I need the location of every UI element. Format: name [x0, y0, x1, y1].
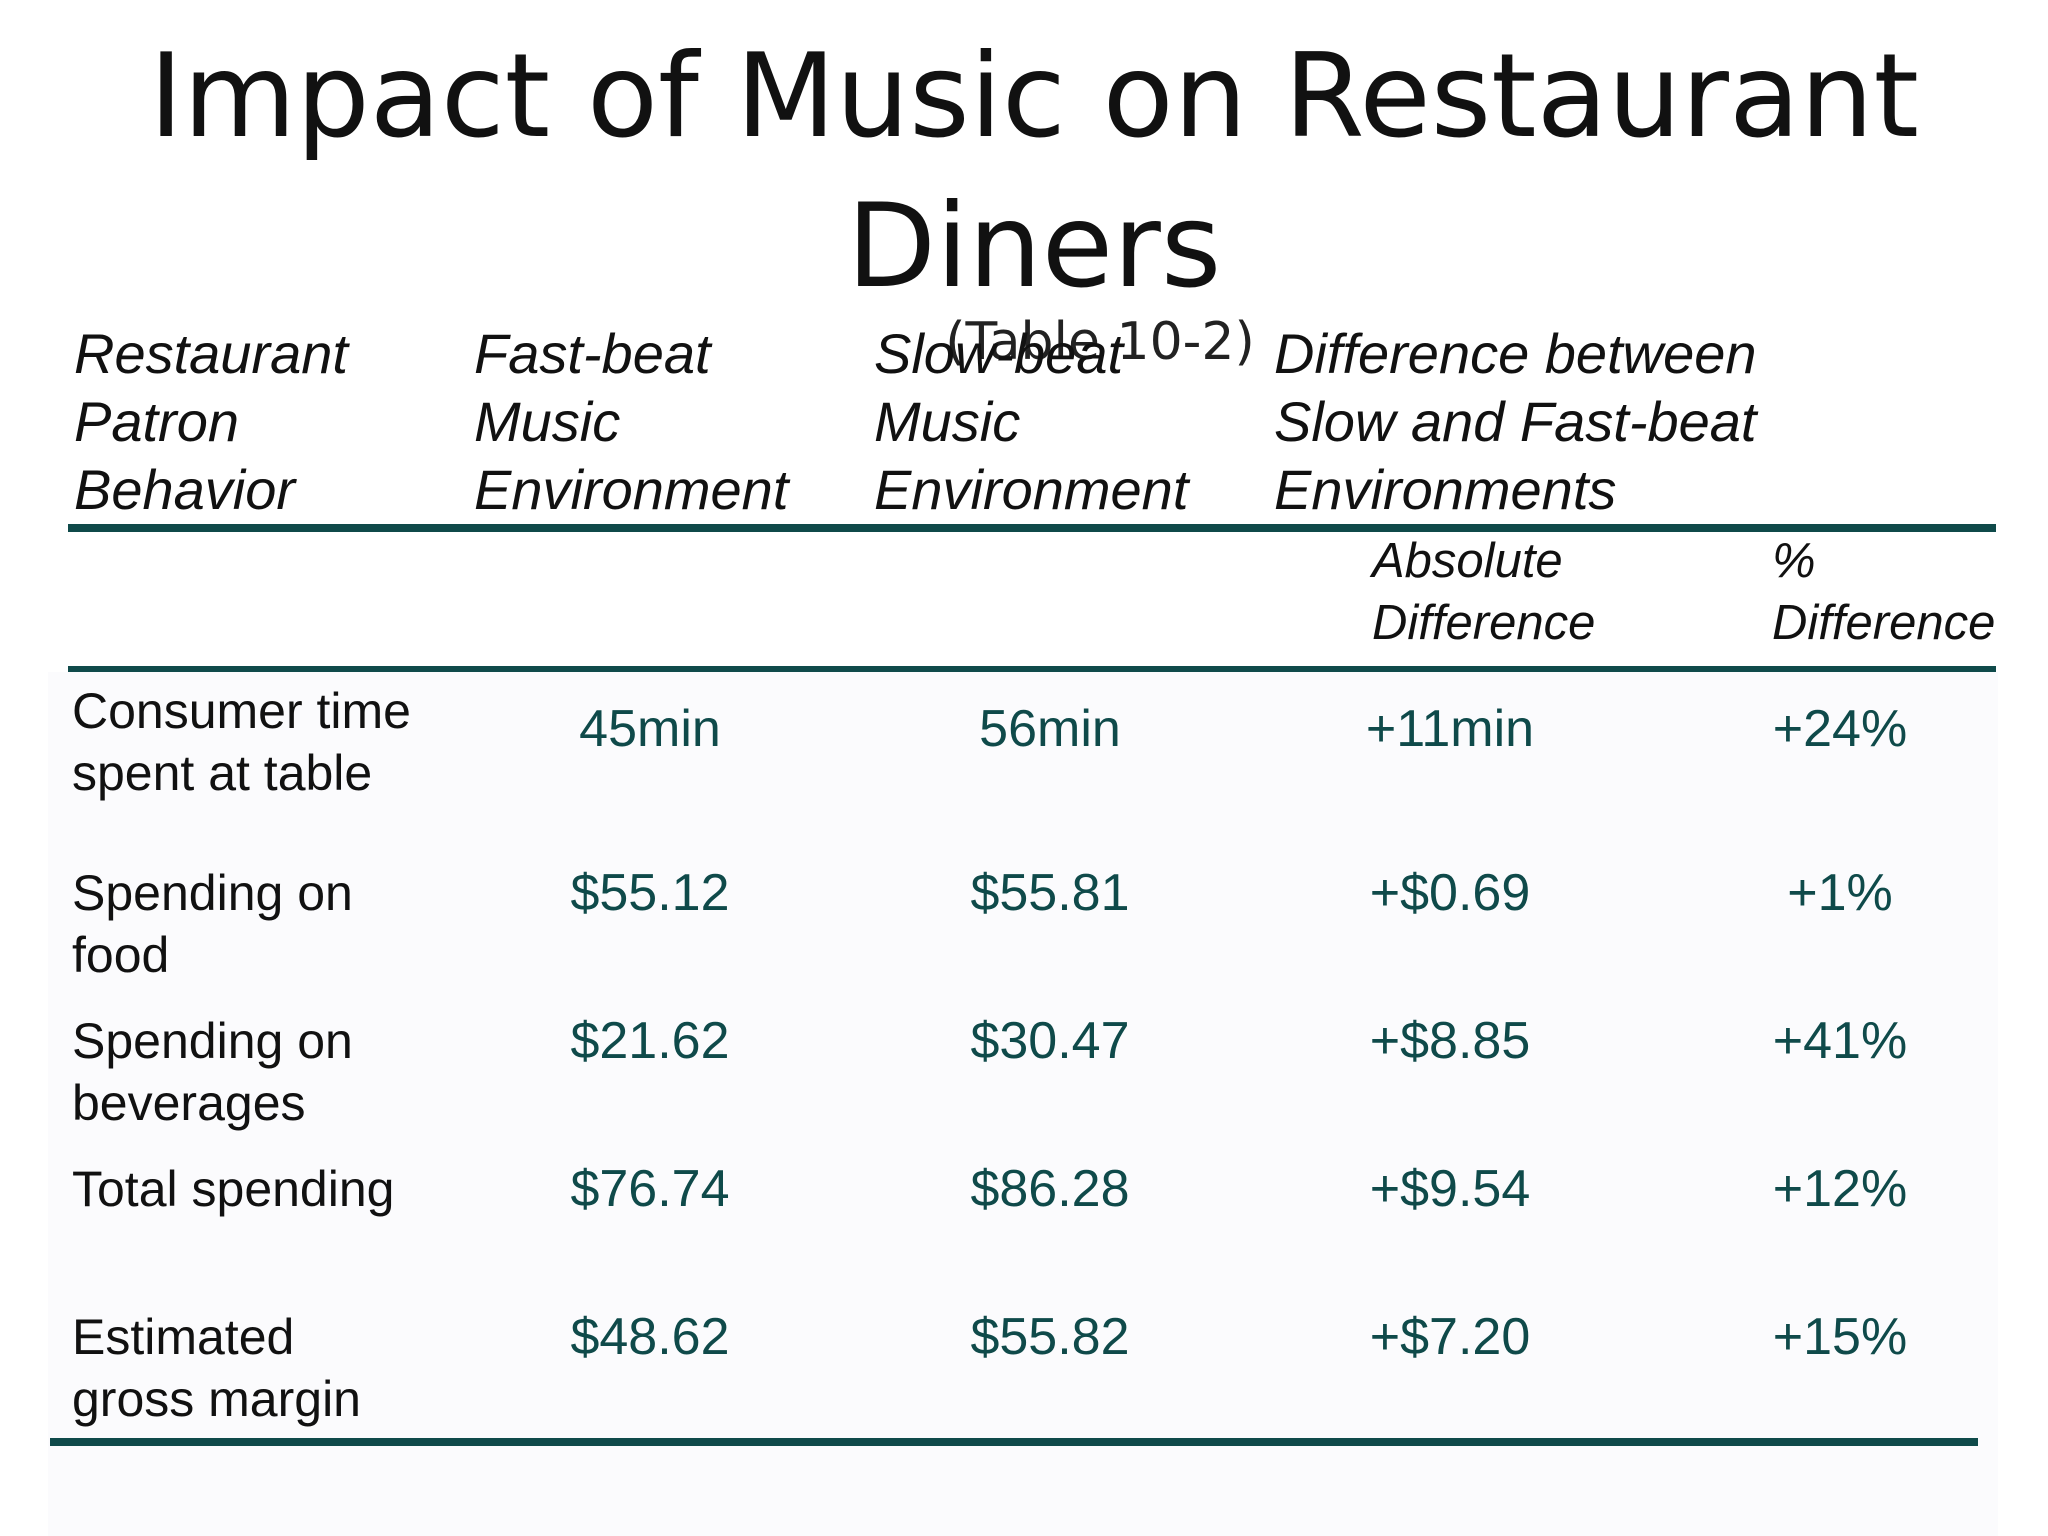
table-rule-bottom [50, 1438, 1978, 1446]
table-reference: (Table 10-2) [945, 312, 1255, 372]
row-label: Spending on food [72, 865, 353, 983]
cell-percent: +15% [1772, 1308, 1908, 1366]
cell-slow: 56min [979, 700, 1121, 758]
title-line-2: Diners [846, 179, 1222, 314]
cell-absolute: +$0.69 [1369, 864, 1531, 922]
table-body [48, 672, 1998, 1536]
subheader-percent: % Difference [1772, 534, 1996, 650]
cell-fast: $21.62 [570, 1012, 730, 1070]
cell-percent: +24% [1772, 700, 1908, 758]
row-label: Spending on beverages [72, 1013, 353, 1131]
cell-slow: $86.28 [970, 1160, 1130, 1218]
slide-title: Impact of Music on Restaurant Diners [0, 22, 2048, 322]
cell-slow: $30.47 [970, 1012, 1130, 1070]
cell-percent: +1% [1787, 864, 1893, 922]
header-difference: Difference between Slow and Fast-beat En… [1274, 322, 1757, 521]
cell-absolute: +$9.54 [1369, 1160, 1531, 1218]
title-line-1: Impact of Music on Restaurant [148, 29, 1920, 164]
cell-slow: $55.81 [970, 864, 1130, 922]
row-label: Consumer time spent at table [72, 683, 411, 801]
cell-fast: 45min [579, 700, 721, 758]
cell-fast: $55.12 [570, 864, 730, 922]
header-slow-beat: Slow-beat Music Environment [874, 322, 1189, 521]
cell-percent: +12% [1772, 1160, 1908, 1218]
cell-absolute: +11min [1365, 700, 1535, 758]
subheader-absolute: Absolute Difference [1372, 534, 1596, 650]
cell-absolute: +$8.85 [1369, 1012, 1531, 1070]
cell-fast: $48.62 [570, 1308, 730, 1366]
cell-absolute: +$7.20 [1369, 1308, 1531, 1366]
row-label: Estimated gross margin [72, 1309, 361, 1427]
header-rule-top [68, 524, 1996, 532]
header-rule-bottom [68, 666, 1996, 674]
header-behavior: Restaurant Patron Behavior [74, 322, 348, 521]
cell-fast: $76.74 [570, 1160, 730, 1218]
cell-percent: +41% [1772, 1012, 1908, 1070]
row-label: Total spending [72, 1161, 395, 1217]
header-fast-beat: Fast-beat Music Environment [474, 322, 789, 521]
cell-slow: $55.82 [970, 1308, 1130, 1366]
